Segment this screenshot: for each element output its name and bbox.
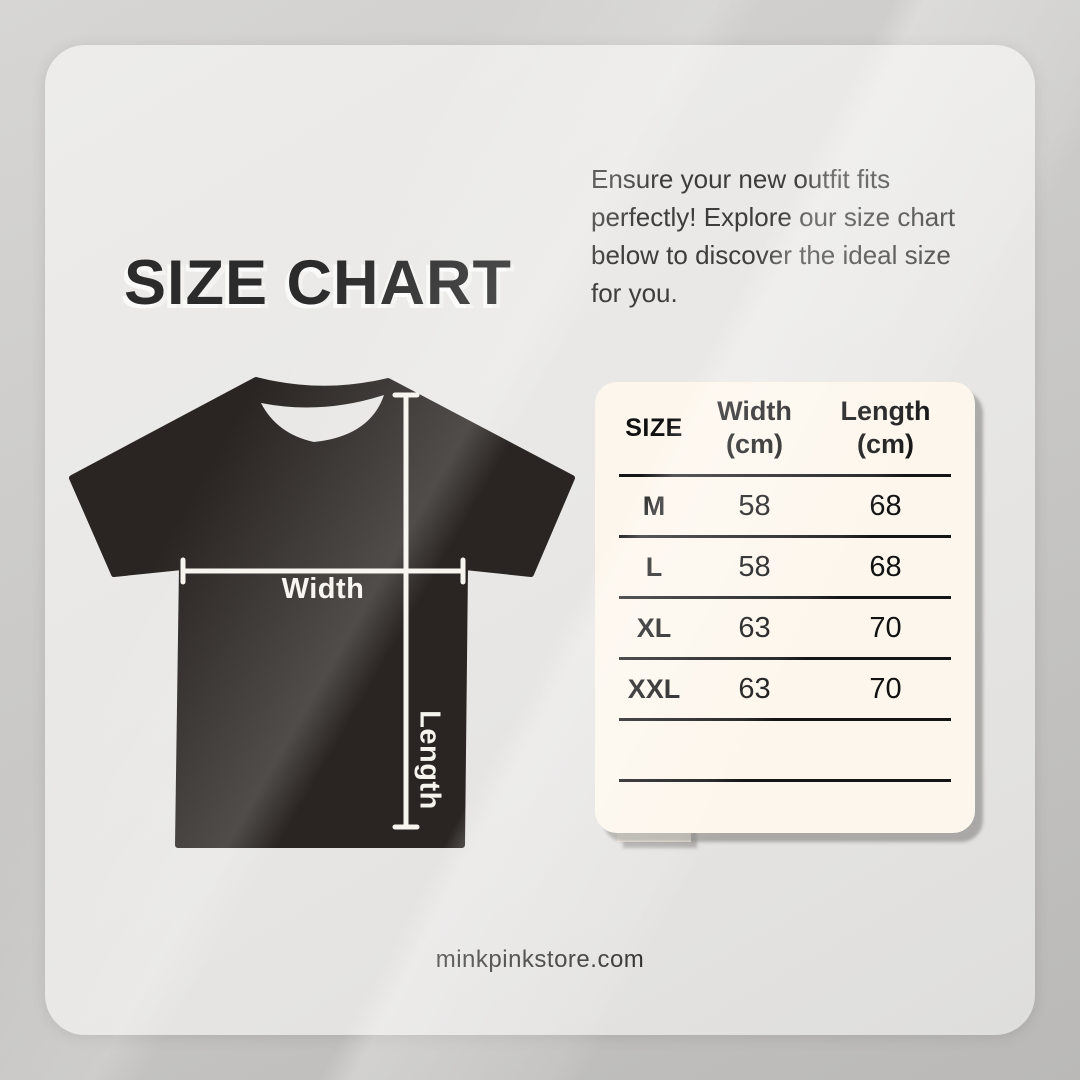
length-measure-line bbox=[392, 392, 420, 830]
width-label: Width bbox=[282, 573, 365, 605]
column-header-size: SIZE bbox=[625, 413, 683, 442]
tshirt-diagram: Width Length bbox=[69, 377, 575, 848]
width-measure-line bbox=[180, 557, 466, 585]
length-cell: 70 bbox=[869, 611, 902, 644]
size-cell: L bbox=[645, 551, 663, 582]
size-cell: XL bbox=[636, 612, 672, 643]
table-row: XXL 63 70 bbox=[619, 660, 951, 721]
length-cell: 68 bbox=[869, 489, 902, 522]
column-header-length: Length (cm) bbox=[840, 396, 931, 459]
table-row: XL 63 70 bbox=[619, 599, 951, 660]
length-cell: 68 bbox=[869, 550, 902, 583]
column-header-width: Width (cm) bbox=[717, 396, 792, 459]
table-row-empty bbox=[619, 721, 951, 782]
width-cell: 63 bbox=[738, 611, 771, 644]
width-cell: 58 bbox=[738, 550, 771, 583]
size-cell: M bbox=[642, 490, 666, 521]
intro-text: Ensure your new outfit fits perfectly! E… bbox=[591, 164, 956, 308]
table-row: M 58 68 bbox=[619, 477, 951, 538]
table-row: L 58 68 bbox=[619, 538, 951, 599]
page-title: SIZE CHART bbox=[124, 248, 512, 318]
size-cell: XXL bbox=[627, 673, 681, 704]
size-table-card: SIZE Width (cm) Length (cm) M 58 68 L 58… bbox=[595, 382, 975, 833]
width-cell: 58 bbox=[738, 489, 771, 522]
table-header-row: SIZE Width (cm) Length (cm) bbox=[619, 382, 951, 477]
width-cell: 63 bbox=[738, 672, 771, 705]
length-cell: 70 bbox=[869, 672, 902, 705]
neckline-cutout bbox=[261, 395, 384, 442]
tshirt-silhouette-icon bbox=[69, 377, 575, 848]
website-url: minkpinkstore.com bbox=[435, 946, 645, 973]
length-label: Length bbox=[413, 710, 445, 810]
